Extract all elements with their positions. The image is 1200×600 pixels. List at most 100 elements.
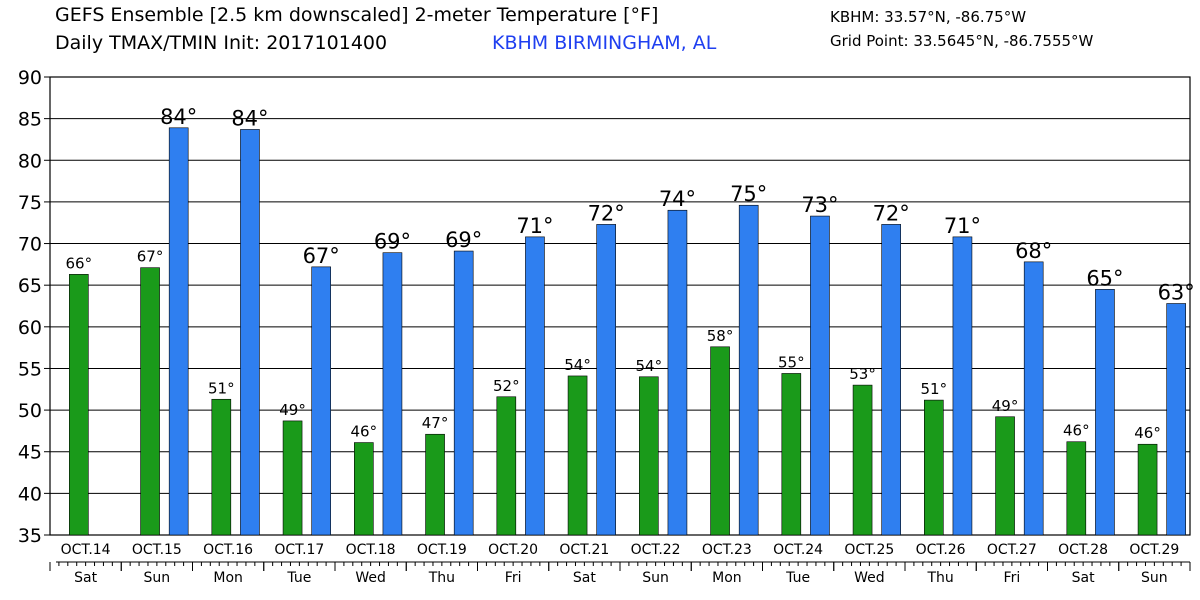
- x-date-label: OCT.21: [559, 542, 609, 558]
- x-weekday-label: Mon: [712, 570, 742, 586]
- x-date-label: OCT.14: [61, 542, 111, 558]
- tmin-value-label: 49°: [992, 397, 1019, 415]
- y-tick-label: 45: [18, 442, 42, 464]
- x-weekday-label: Sat: [573, 570, 596, 586]
- x-date-label: OCT.25: [844, 542, 894, 558]
- x-date-label: OCT.20: [488, 542, 538, 558]
- tmin-value-label: 66°: [66, 254, 93, 272]
- tmax-bar: [382, 252, 403, 536]
- tmax-value-label: 74°: [659, 187, 696, 211]
- x-date-label: OCT.16: [203, 542, 253, 558]
- x-date-label: OCT.19: [417, 542, 467, 558]
- x-date-label: OCT.28: [1058, 542, 1108, 558]
- tmax-value-label: 73°: [801, 193, 838, 217]
- tmin-bar: [995, 416, 1015, 536]
- tmin-value-label: 67°: [137, 248, 164, 266]
- x-weekday-label: Wed: [854, 570, 885, 586]
- y-tick-label: 85: [18, 109, 42, 131]
- tmax-bar: [596, 224, 616, 536]
- y-tick-label: 50: [18, 400, 42, 422]
- tmin-value-label: 51°: [921, 380, 948, 398]
- tmin-value-label: 46°: [1134, 424, 1161, 442]
- tmax-bar: [1166, 303, 1186, 536]
- station-name: KBHM BIRMINGHAM, AL: [492, 32, 717, 54]
- y-tick-label: 75: [18, 192, 42, 214]
- y-tick-label: 80: [18, 150, 42, 172]
- tmin-bar: [425, 433, 445, 536]
- station-coordinates: KBHM: 33.57°N, -86.75°W: [830, 8, 1027, 26]
- tmax-bar: [952, 236, 973, 536]
- tmin-bar: [852, 384, 873, 536]
- y-tick-label: 65: [18, 275, 42, 297]
- tmin-value-label: 52°: [493, 377, 520, 395]
- tmin-value-label: 55°: [778, 353, 805, 371]
- tmax-value-label: 72°: [588, 201, 625, 225]
- tmin-value-label: 58°: [707, 327, 734, 345]
- tmax-value-label: 84°: [231, 106, 268, 130]
- x-date-label: OCT.26: [916, 542, 966, 558]
- tmax-bar: [738, 204, 759, 536]
- tmin-value-label: 47°: [422, 414, 449, 432]
- x-date-label: OCT.18: [346, 542, 396, 558]
- tmax-bar: [1023, 261, 1044, 536]
- tmax-value-label: 63°: [1158, 281, 1195, 305]
- x-date-label: OCT.24: [773, 542, 823, 558]
- tmin-bar: [1066, 441, 1087, 536]
- tmax-value-label: 69°: [374, 230, 411, 254]
- x-weekday-label: Tue: [785, 570, 810, 586]
- x-date-label: OCT.23: [702, 542, 752, 558]
- tmax-value-label: 72°: [873, 201, 910, 225]
- tmin-bar: [567, 375, 588, 536]
- tmax-bar: [453, 250, 474, 536]
- tmin-bar: [781, 373, 802, 536]
- x-weekday-label: Thu: [926, 570, 953, 586]
- tmax-bar: [881, 224, 901, 536]
- x-weekday-label: Sat: [74, 570, 97, 586]
- x-weekday-label: Sun: [1141, 570, 1168, 586]
- tmin-value-label: 54°: [636, 357, 663, 375]
- tmax-bar: [311, 266, 331, 536]
- tmax-bar: [667, 209, 688, 536]
- x-weekday-label: Fri: [1004, 570, 1021, 586]
- tmin-value-label: 51°: [208, 379, 235, 397]
- grid-point-coordinates: Grid Point: 33.5645°N, -86.7555°W: [830, 32, 1094, 50]
- tmin-bar: [211, 398, 232, 536]
- tmax-value-label: 71°: [516, 214, 553, 238]
- tmin-bar: [924, 399, 944, 536]
- x-date-label: OCT.15: [132, 542, 182, 558]
- x-weekday-label: Thu: [428, 570, 455, 586]
- tmin-bar: [282, 420, 303, 536]
- x-weekday-label: Wed: [355, 570, 386, 586]
- tmax-bar: [168, 127, 189, 536]
- tmin-bar: [69, 274, 89, 536]
- x-weekday-label: Tue: [286, 570, 311, 586]
- x-date-label: OCT.17: [274, 542, 324, 558]
- tmax-value-label: 69°: [445, 228, 482, 252]
- x-weekday-label: Mon: [213, 570, 243, 586]
- tmax-bar: [240, 129, 260, 536]
- tmin-bar: [710, 346, 730, 536]
- tmax-value-label: 67°: [303, 244, 340, 268]
- plot-frame: [49, 76, 1191, 536]
- tmax-value-label: 65°: [1086, 266, 1123, 290]
- tmin-bar: [639, 376, 659, 536]
- x-date-label: OCT.27: [987, 542, 1037, 558]
- chart-subtitle: Daily TMAX/TMIN Init: 2017101400: [55, 32, 388, 54]
- y-tick-label: 35: [18, 525, 42, 547]
- x-weekday-label: Sun: [642, 570, 669, 586]
- chart-title: GEFS Ensemble [2.5 km downscaled] 2-mete…: [55, 4, 659, 26]
- x-date-label: OCT.22: [631, 542, 681, 558]
- tmax-value-label: 71°: [944, 214, 981, 238]
- tmin-value-label: 49°: [279, 401, 306, 419]
- x-weekday-label: Sat: [1072, 570, 1095, 586]
- tmax-bar: [810, 215, 830, 536]
- tmax-value-label: 84°: [160, 105, 197, 129]
- tmin-bar: [140, 267, 160, 536]
- x-weekday-label: Sun: [144, 570, 171, 586]
- tmin-value-label: 53°: [849, 365, 876, 383]
- tmin-value-label: 46°: [351, 423, 378, 441]
- tmin-bar: [1137, 443, 1158, 536]
- y-tick-label: 55: [18, 358, 42, 380]
- y-tick-label: 90: [18, 67, 42, 89]
